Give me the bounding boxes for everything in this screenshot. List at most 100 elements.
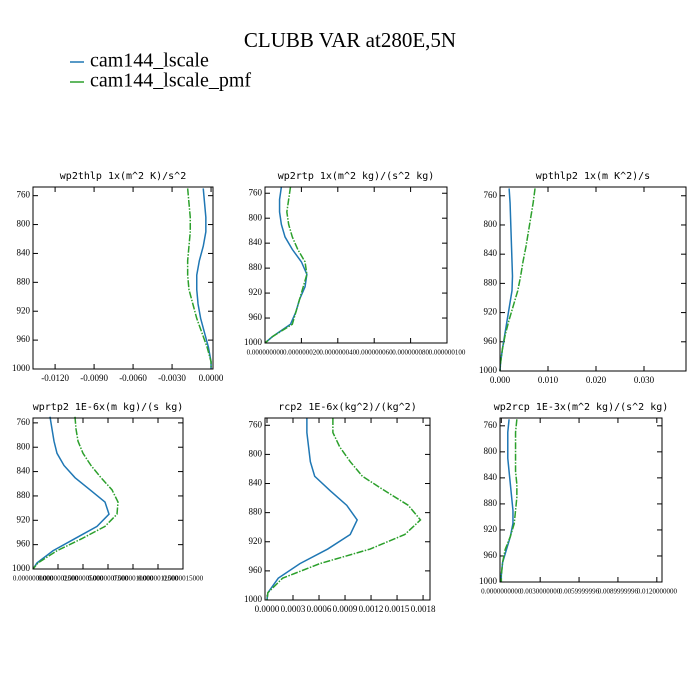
figure-title: CLUBB VAR at280E,5N xyxy=(244,28,456,52)
y-tick-label: 760 xyxy=(484,420,498,430)
x-tick-label: 0.000000000 xyxy=(247,349,284,357)
y-tick-label: 840 xyxy=(484,472,498,482)
y-tick-label: 760 xyxy=(484,190,498,200)
panel-title: wprtp2 1E-6x(m kg)/(s kg) xyxy=(33,402,184,413)
legend-label: cam144_lscale xyxy=(90,50,209,72)
profile-line xyxy=(499,188,536,372)
y-tick-label: 960 xyxy=(17,539,31,549)
y-tick-label: 920 xyxy=(17,305,31,315)
x-tick-label: -0.0060 xyxy=(119,373,147,383)
y-tick-label: 840 xyxy=(17,248,31,258)
profile-line xyxy=(500,419,518,582)
profile-line xyxy=(32,416,119,570)
x-tick-label: -0.0090 xyxy=(80,373,108,383)
y-tick-label: 840 xyxy=(17,466,31,476)
profile-line xyxy=(264,186,308,344)
y-tick-label: 960 xyxy=(17,334,31,344)
y-tick-label: 880 xyxy=(17,490,31,500)
x-tick-label: 0.000 xyxy=(490,375,511,385)
y-tick-label: 960 xyxy=(484,550,498,560)
x-tick-label: 0.000000040 xyxy=(319,349,356,357)
x-tick-label: 0.0000005000 xyxy=(63,575,104,583)
x-tick-label: -0.0120 xyxy=(41,373,69,383)
y-tick-label: 880 xyxy=(484,498,498,508)
y-tick-label: 960 xyxy=(249,312,263,322)
y-tick-label: 920 xyxy=(249,287,263,297)
y-tick-label: 800 xyxy=(484,446,498,456)
profile-line xyxy=(196,188,212,369)
y-tick-label: 880 xyxy=(17,276,31,286)
plot-frame xyxy=(264,186,448,344)
y-tick-label: 960 xyxy=(249,565,263,575)
x-tick-label: 0.0000010000 xyxy=(113,575,154,583)
y-tick-label: 920 xyxy=(17,514,31,524)
x-tick-label: 0.000000100 xyxy=(429,349,466,357)
x-tick-label: 0.0120000000 xyxy=(637,588,678,596)
profile-line xyxy=(266,418,359,601)
x-tick-label: -0.0030 xyxy=(158,373,186,383)
y-tick-label: 880 xyxy=(249,507,263,517)
y-tick-label: 880 xyxy=(484,277,498,287)
y-tick-label: 840 xyxy=(249,237,263,247)
panel-title: wp2rcp 1E-3x(m^2 kg)/(s^2 kg) xyxy=(494,402,669,413)
y-tick-label: 760 xyxy=(249,419,263,429)
profile-line xyxy=(32,416,110,570)
x-tick-label: 0.0000 xyxy=(255,604,280,614)
y-tick-label: 920 xyxy=(484,307,498,317)
x-tick-label: 0.0012 xyxy=(359,604,384,614)
x-tick-label: 0.0006 xyxy=(307,604,332,614)
y-tick-label: 920 xyxy=(249,536,263,546)
y-tick-label: 800 xyxy=(249,448,263,458)
x-tick-label: 0.0030000000 xyxy=(520,588,561,596)
y-tick-label: 1000 xyxy=(244,594,263,604)
y-tick-label: 800 xyxy=(17,441,31,451)
panel-title: wpthlp2 1x(m K^2)/s xyxy=(536,171,650,182)
y-tick-label: 1000 xyxy=(12,363,31,373)
x-tick-label: 0.0059999996 xyxy=(559,588,600,596)
x-tick-label: 0.000000080 xyxy=(392,349,429,357)
y-tick-label: 760 xyxy=(249,187,263,197)
y-tick-label: 1000 xyxy=(244,337,263,347)
panel-title: wp2rtp 1x(m^2 kg)/(s^2 kg) xyxy=(278,171,435,182)
y-tick-label: 840 xyxy=(484,248,498,258)
y-tick-label: 840 xyxy=(249,478,263,488)
x-tick-label: 0.0009 xyxy=(333,604,358,614)
x-tick-label: 0.0003 xyxy=(281,604,306,614)
y-tick-label: 800 xyxy=(484,219,498,229)
x-tick-label: 0.000000060 xyxy=(356,349,393,357)
x-tick-label: 0.0000002500 xyxy=(38,575,79,583)
x-tick-label: 0.0000 xyxy=(199,373,224,383)
x-tick-label: 0.010 xyxy=(538,375,559,385)
plot-frame xyxy=(499,417,663,583)
y-tick-label: 800 xyxy=(17,219,31,229)
profile-line xyxy=(186,188,212,369)
y-tick-label: 760 xyxy=(17,190,31,200)
x-tick-label: 0.0000012500 xyxy=(138,575,179,583)
x-tick-label: 0.0000000000 xyxy=(13,575,54,583)
panel-title: wp2thlp 1x(m^2 K)/s^2 xyxy=(60,171,186,182)
profile-line xyxy=(266,418,422,601)
x-tick-label: 0.0000007500 xyxy=(88,575,129,583)
plot-frame xyxy=(32,417,184,570)
y-tick-label: 1000 xyxy=(479,365,498,375)
y-tick-label: 1000 xyxy=(12,563,31,573)
plot-frame xyxy=(264,417,431,601)
plot-frame xyxy=(32,186,214,370)
y-tick-label: 760 xyxy=(17,417,31,427)
profile-line xyxy=(499,188,514,372)
x-tick-label: 0.000000020 xyxy=(283,349,320,357)
y-tick-label: 920 xyxy=(484,524,498,534)
x-tick-label: 0.020 xyxy=(586,375,607,385)
x-tick-label: 0.0089999996 xyxy=(598,588,639,596)
y-tick-label: 960 xyxy=(484,336,498,346)
y-tick-label: 800 xyxy=(249,212,263,222)
y-tick-label: 1000 xyxy=(479,576,498,586)
panel-title: rcp2 1E-6x(kg^2)/(kg^2) xyxy=(278,402,416,413)
x-tick-label: 0.030 xyxy=(634,375,655,385)
legend-label: cam144_lscale_pmf xyxy=(90,70,251,92)
y-tick-label: 880 xyxy=(249,262,263,272)
plot-frame xyxy=(499,186,687,372)
profile-line xyxy=(264,186,308,344)
x-tick-label: 0.0000015000 xyxy=(163,575,204,583)
